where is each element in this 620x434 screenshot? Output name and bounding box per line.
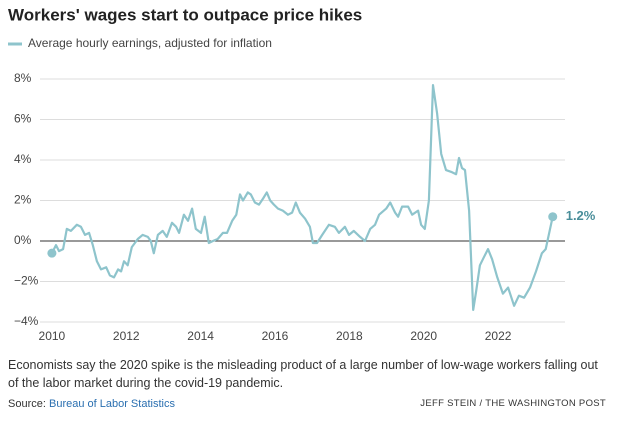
end-dot [47,248,57,258]
y-tick-label: −4% [14,314,39,328]
x-tick-label: 2014 [187,329,214,343]
annotation: 1.2% [566,208,596,223]
y-tick-label: 0% [14,233,32,247]
note: Economists say the 2020 spike is the mis… [8,358,598,390]
source-link[interactable]: Bureau of Labor Statistics [48,398,175,410]
y-tick-label: 2% [14,193,32,207]
y-tick-label: 6% [14,112,32,126]
x-tick-label: 2012 [113,329,140,343]
source-label: Source: [8,398,46,410]
y-tick-label: 8% [14,71,32,85]
series-line [50,84,554,311]
legend-label: Average hourly earnings, adjusted for in… [28,36,272,50]
y-tick-label: 4% [14,152,32,166]
x-tick-label: 2016 [262,329,289,343]
end-dot [548,212,558,222]
x-tick-label: 2010 [39,329,66,343]
y-tick-label: −2% [14,274,39,288]
x-tick-label: 2020 [410,329,437,343]
chart-title: Workers' wages start to outpace price hi… [8,5,362,24]
credit: JEFF STEIN / THE WASHINGTON POST [420,398,606,409]
footer: Source: Bureau of Labor Statistics JEFF … [8,398,612,410]
chart: Workers' wages start to outpace price hi… [8,5,596,343]
x-tick-label: 2022 [485,329,512,343]
x-tick-label: 2018 [336,329,363,343]
